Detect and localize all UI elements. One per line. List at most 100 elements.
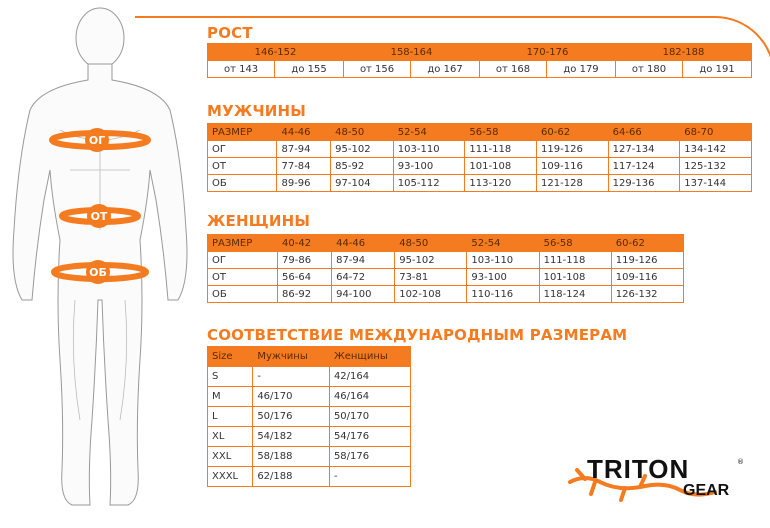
- men-table: РАЗМЕР 44-46 48-50 52-54 56-58 60-62 64-66 68-7…: [206, 123, 752, 192]
- table-cell: 50/170: [328, 406, 412, 427]
- table-cell: 125-132: [679, 157, 752, 175]
- table-cell: 121-128: [536, 174, 609, 192]
- women-title: ЖЕНЩИНЫ: [207, 212, 311, 230]
- table-cell: 94-100: [331, 285, 396, 303]
- height-bound: от 180: [614, 60, 684, 78]
- height-bound: от 143: [206, 60, 276, 78]
- table-row: L 50/176 50/170: [206, 406, 412, 427]
- table-cell: 109-116: [536, 157, 609, 175]
- table-cell: 101-108: [538, 268, 612, 286]
- header-cell: 64-66: [607, 123, 681, 141]
- table-cell: XXXL: [206, 466, 254, 487]
- table-cell: 101-108: [464, 157, 538, 175]
- table-row: ОБ 86-92 94-100 102-108 110-116 118-124 126-13…: [207, 285, 685, 303]
- table-cell: L: [206, 406, 254, 427]
- table-cell: 46/164: [328, 386, 412, 407]
- waist-band: ОТ: [59, 204, 141, 228]
- table-cell: 89-96: [276, 174, 332, 192]
- header-cell: РАЗМЕР: [207, 234, 278, 252]
- header-cell: 44-46: [276, 123, 332, 141]
- header-cell: 48-50: [330, 123, 394, 141]
- table-cell: ОБ: [206, 174, 278, 192]
- table-cell: 102-108: [394, 285, 468, 303]
- table-cell: 95-102: [330, 140, 394, 158]
- height-bound: до 191: [682, 60, 752, 78]
- header-cell: 52-54: [466, 234, 540, 252]
- height-bound: до 155: [274, 60, 344, 78]
- table-cell: 54/176: [328, 426, 412, 447]
- table-row: ОТ 56-64 64-72 73-81 93-100 101-108 109-116: [207, 268, 685, 286]
- decorative-frame: [135, 16, 770, 516]
- table-cell: ОБ: [207, 285, 278, 303]
- table-row: XXXL 62/188-: [206, 466, 412, 487]
- table-cell: ОТ: [206, 157, 278, 175]
- table-cell: 105-112: [392, 174, 466, 192]
- intl-title: СООТВЕТСТВИЕ МЕЖДУНАРОДНЫМ РАЗМЕРАМ: [207, 326, 628, 344]
- chest-band: ОГ: [49, 128, 151, 152]
- logo-mark: ®: [737, 458, 744, 466]
- chest-label: ОГ: [89, 134, 105, 147]
- table-cell: 58/176: [328, 446, 412, 467]
- table-row: ОБ 89-96 97-104 105-112 113-120 121-128 129-13…: [206, 174, 752, 192]
- table-row: ОГ 87-94 95-102 103-110 111-118 119-126 127-13…: [206, 140, 752, 158]
- table-cell: 137-144: [679, 174, 752, 192]
- table-cell: 109-116: [610, 268, 685, 286]
- height-title: РОСТ: [207, 24, 253, 42]
- table-cell: 46/170: [252, 386, 330, 407]
- header-cell: 68-70: [679, 123, 752, 141]
- header-cell: 60-62: [536, 123, 609, 141]
- table-row: XXL 58/188 58/176: [206, 446, 412, 467]
- header-cell: 44-46: [331, 234, 396, 252]
- table-cell: 87-94: [331, 251, 396, 269]
- height-bound: до 167: [410, 60, 480, 78]
- table-cell: 79-86: [276, 251, 333, 269]
- hip-band: ОБ: [51, 260, 149, 284]
- table-cell: XL: [206, 426, 254, 447]
- triton-gear-logo: TRITON ® GEAR: [565, 452, 755, 512]
- header-row: РАЗМЕР 44-46 48-50 52-54 56-58 60-62 64-66 68-7…: [206, 123, 752, 141]
- table-cell: 119-126: [536, 140, 609, 158]
- header-cell: РАЗМЕР: [206, 123, 278, 141]
- height-range: 146-152: [207, 43, 344, 61]
- table-row: ОТ 77-84 85-92 93-100 101-108 109-116 117-124 1…: [206, 157, 752, 175]
- header-cell: 52-54: [392, 123, 466, 141]
- height-range: 170-176: [478, 43, 616, 61]
- table-cell: 58/188: [252, 446, 330, 467]
- table-cell: 126-132: [610, 285, 685, 303]
- table-cell: 113-120: [464, 174, 538, 192]
- table-cell: 111-118: [538, 251, 612, 269]
- table-cell: -: [252, 366, 330, 387]
- height-table: 146-152 158-164 170-176 182-188 от 143 до 15…: [206, 43, 753, 78]
- table-cell: 77-84: [276, 157, 332, 175]
- height-bound: от 168: [478, 60, 548, 78]
- header-cell: Женщины: [328, 346, 412, 367]
- header-cell: Size: [206, 346, 254, 367]
- hip-label: ОБ: [89, 266, 107, 279]
- body-figure: ОГ ОТ ОБ: [12, 7, 188, 506]
- table-cell: 110-116: [466, 285, 540, 303]
- header-cell: 40-42: [276, 234, 333, 252]
- table-cell: 64-72: [331, 268, 396, 286]
- table-cell: -: [328, 466, 412, 487]
- header-cell: 56-58: [538, 234, 612, 252]
- height-bound: от 156: [342, 60, 412, 78]
- table-cell: 103-110: [392, 140, 466, 158]
- height-bound: до 179: [546, 60, 616, 78]
- table-cell: 73-81: [394, 268, 468, 286]
- table-cell: 86-92: [276, 285, 333, 303]
- table-cell: 95-102: [394, 251, 468, 269]
- table-cell: 42/164: [328, 366, 412, 387]
- header-row: РАЗМЕР 40-42 44-46 48-50 52-54 56-58 60-62: [207, 234, 685, 252]
- table-cell: 56-64: [276, 268, 333, 286]
- men-title: МУЖЧИНЫ: [207, 102, 307, 120]
- header-cell: 56-58: [464, 123, 538, 141]
- table-cell: ОТ: [207, 268, 278, 286]
- height-range: 182-188: [614, 43, 753, 61]
- table-cell: M: [206, 386, 254, 407]
- table-cell: ОГ: [207, 251, 278, 269]
- table-cell: XXL: [206, 446, 254, 467]
- intl-table: Size Мужчины Женщины S -42/164 M 46/170 46/164 L…: [206, 346, 412, 487]
- header-row: Size Мужчины Женщины: [206, 346, 412, 367]
- table-cell: 93-100: [466, 268, 540, 286]
- table-cell: 118-124: [538, 285, 612, 303]
